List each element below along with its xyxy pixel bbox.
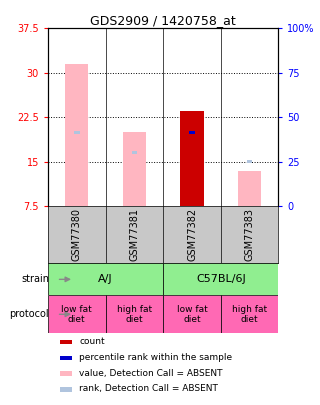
Bar — [60, 371, 72, 376]
Bar — [60, 356, 72, 360]
Text: GSM77383: GSM77383 — [244, 208, 255, 261]
Bar — [221, 295, 278, 333]
Text: count: count — [79, 337, 105, 346]
Text: percentile rank within the sample: percentile rank within the sample — [79, 353, 232, 362]
Bar — [65, 64, 88, 206]
Bar — [132, 151, 137, 154]
Bar — [48, 264, 163, 295]
Bar — [123, 132, 146, 206]
Bar — [163, 295, 221, 333]
Bar — [238, 171, 261, 206]
Text: low fat
diet: low fat diet — [177, 305, 207, 324]
Bar — [60, 387, 72, 392]
Text: high fat
diet: high fat diet — [117, 305, 152, 324]
Bar — [48, 295, 106, 333]
Bar — [163, 264, 278, 295]
Text: low fat
diet: low fat diet — [61, 305, 92, 324]
Bar — [74, 131, 80, 134]
Bar — [106, 295, 163, 333]
Bar — [180, 111, 204, 206]
Text: protocol: protocol — [10, 309, 49, 319]
Bar — [60, 340, 72, 344]
Title: GDS2909 / 1420758_at: GDS2909 / 1420758_at — [90, 14, 236, 27]
Text: GSM77381: GSM77381 — [129, 208, 140, 261]
Text: rank, Detection Call = ABSENT: rank, Detection Call = ABSENT — [79, 384, 218, 393]
Text: GSM77380: GSM77380 — [72, 208, 82, 261]
Text: high fat
diet: high fat diet — [232, 305, 267, 324]
Text: value, Detection Call = ABSENT: value, Detection Call = ABSENT — [79, 369, 223, 377]
Text: strain: strain — [21, 274, 49, 284]
Bar — [247, 160, 252, 163]
Text: C57BL/6J: C57BL/6J — [196, 274, 246, 284]
Text: GSM77382: GSM77382 — [187, 208, 197, 262]
Bar — [189, 131, 195, 134]
Text: A/J: A/J — [98, 274, 113, 284]
